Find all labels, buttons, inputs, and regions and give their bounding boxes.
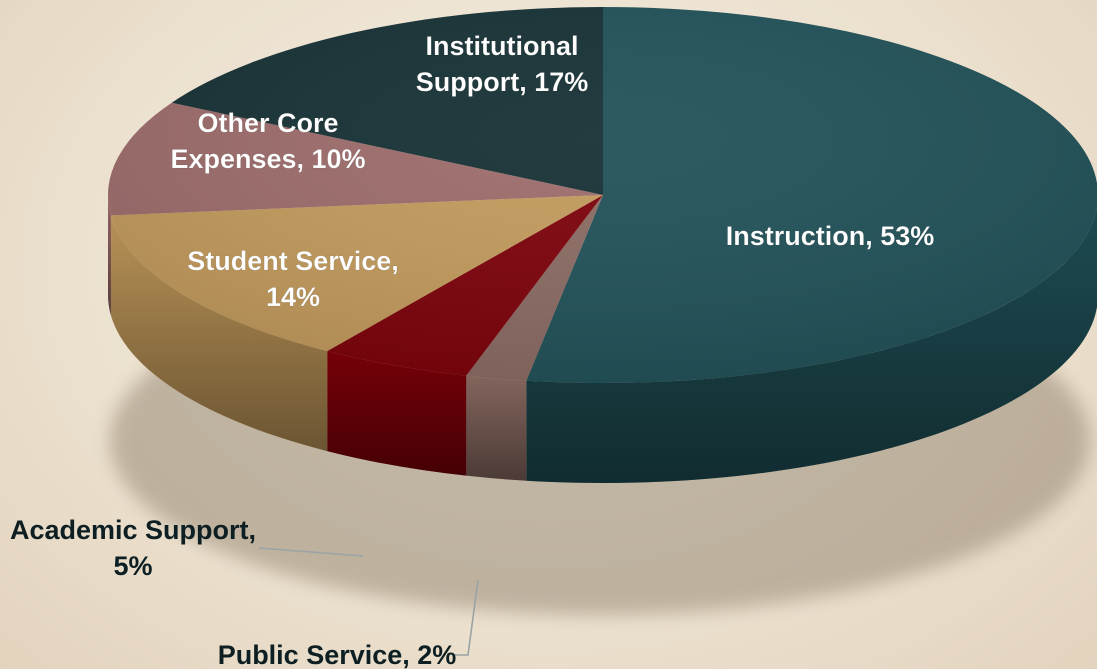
pie-side-other-core-expenses-shade — [108, 195, 111, 316]
pie-side-public-service-shade — [466, 375, 527, 481]
data-label-instruction: Instruction, 53% — [726, 221, 935, 251]
data-label-other-core-expenses: Other Core Expenses, 10% — [170, 108, 365, 174]
data-label-academic-support: Academic Support, 5% — [10, 515, 256, 581]
data-label-institutional-support: Institutional Support, 17% — [416, 31, 589, 97]
pie-tops — [108, 7, 1097, 383]
pie-side-instruction-shade — [526, 206, 1097, 483]
pie-labels: Instruction, 53% Public Service, 2% Academ… — [10, 31, 935, 669]
pie-side-student-service-shade — [110, 215, 328, 452]
pie-sides — [108, 195, 1097, 483]
pie-side-academic-support-shade — [327, 351, 467, 476]
data-label-student-service: Student Service, 14% — [187, 246, 399, 312]
leader-line-academic-support — [258, 547, 364, 557]
leader-line-public-service — [454, 579, 479, 656]
data-label-public-service: Public Service, 2% — [218, 640, 457, 669]
pie-top-sheen — [108, 7, 1097, 383]
